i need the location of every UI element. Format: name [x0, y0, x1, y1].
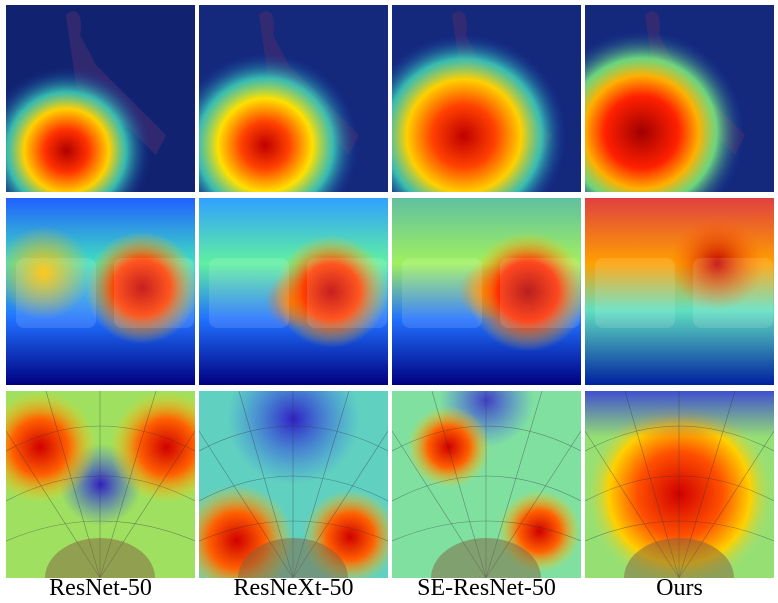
heatmap-row1-se-resnet50: [392, 5, 581, 192]
heatmap-row2-ours: [585, 198, 774, 385]
column-caption-resnet50: ResNet-50: [49, 575, 152, 601]
column-caption-ours: Ours: [656, 575, 703, 601]
heatmap-row2-resnext50: [199, 198, 388, 385]
heatmap-row2-se-resnet50: [392, 198, 581, 385]
heatmap-row3-resnet50: [6, 391, 195, 578]
heatmap-row1-ours: [585, 5, 774, 192]
heatmap-row3-ours: [585, 391, 774, 578]
column-caption-resnext50: ResNeXt-50: [233, 575, 354, 601]
heatmap-grid: [6, 5, 774, 579]
heatmap-row1-resnet50: [6, 5, 195, 192]
heatmap-row2-resnet50: [6, 198, 195, 385]
heatmap-row3-resnext50: [199, 391, 388, 578]
column-caption-se-resnet50: SE-ResNet-50: [417, 575, 556, 601]
heatmap-row3-se-resnet50: [392, 391, 581, 578]
heatmap-row1-resnext50: [199, 5, 388, 192]
